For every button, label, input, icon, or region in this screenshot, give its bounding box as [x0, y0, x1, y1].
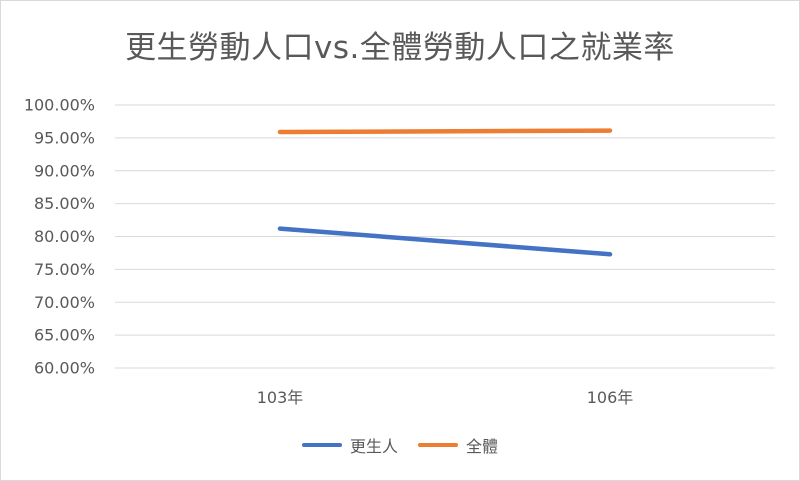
legend: 更生人 全體 [0, 433, 800, 457]
series-line-2 [277, 128, 613, 135]
chart-title: 更生勞動人口vs.全體勞動人口之就業率 [125, 30, 675, 66]
legend-item-series-1: 更生人 [301, 433, 398, 457]
x-tick-label: 106年 [587, 388, 634, 407]
y-tick-label: 65.00% [34, 326, 95, 345]
x-tick-label: 103年 [257, 388, 304, 407]
y-tick-label: 90.00% [34, 161, 95, 180]
y-tick-label: 80.00% [34, 227, 95, 246]
legend-label-series-2: 全體 [466, 437, 499, 456]
y-tick-label: 100.00% [24, 96, 95, 115]
y-tick-label: 70.00% [34, 293, 95, 312]
y-tick-label: 60.00% [34, 359, 95, 378]
legend-item-series-2: 全體 [418, 433, 498, 457]
y-tick-label: 95.00% [34, 128, 95, 147]
legend-swatch-series-2 [418, 443, 458, 447]
y-tick-label: 75.00% [34, 260, 95, 279]
series-line-1 [277, 226, 613, 257]
y-tick-label: 85.00% [34, 194, 95, 213]
legend-swatch-series-1 [301, 443, 342, 447]
legend-label-series-1: 更生人 [349, 437, 398, 456]
